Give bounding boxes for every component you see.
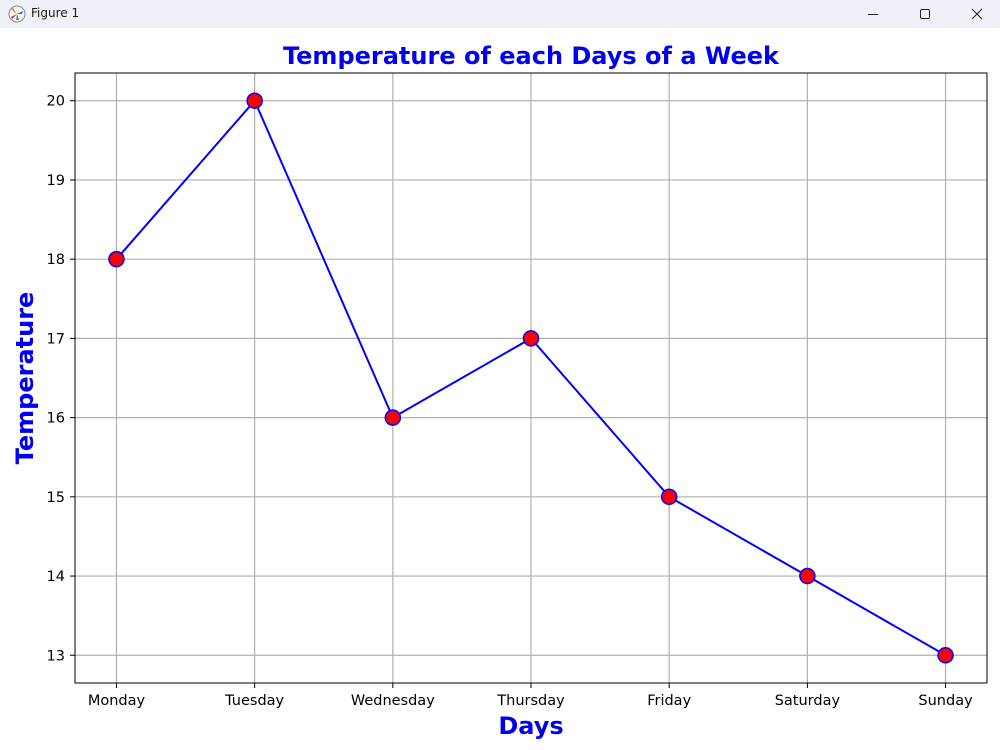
maximize-icon xyxy=(919,5,931,24)
close-icon xyxy=(971,5,983,24)
maximize-button[interactable] xyxy=(902,0,948,28)
data-point xyxy=(522,330,540,347)
close-button[interactable] xyxy=(954,0,1000,28)
x-tick-label: Wednesday xyxy=(351,693,435,709)
x-tick-label: Saturday xyxy=(775,693,841,709)
window-title: Figure 1 xyxy=(31,6,80,20)
y-tick-label: 16 xyxy=(47,411,65,427)
data-point-layer xyxy=(108,92,954,664)
x-axis-ticks: Monday Tuesday Wednesday Thursday Friday Satu… xyxy=(88,683,973,709)
minimize-icon xyxy=(867,5,879,24)
x-tick-label: Thursday xyxy=(496,693,565,709)
x-axis-label: Days xyxy=(498,712,563,740)
grid-lines xyxy=(75,73,987,683)
y-tick-label: 19 xyxy=(47,173,65,189)
data-point xyxy=(937,647,954,664)
y-tick-label: 18 xyxy=(47,252,65,268)
y-tick-label: 17 xyxy=(47,331,65,347)
chart-title: Temperature of each Days of a Week xyxy=(283,42,780,70)
data-point xyxy=(108,250,125,268)
matplotlib-logo-icon xyxy=(8,5,26,23)
y-tick-label: 15 xyxy=(47,490,65,506)
title-bar[interactable]: Figure 1 xyxy=(0,0,1000,28)
data-point xyxy=(799,567,816,585)
data-point xyxy=(246,92,263,109)
y-axis-label: Temperature xyxy=(11,292,39,465)
y-tick-label: 20 xyxy=(47,94,65,110)
y-tick-label: 13 xyxy=(47,648,65,664)
chart-canvas: Monday Tuesday Wednesday Thursday Friday Satu… xyxy=(11,42,988,740)
data-point xyxy=(384,409,402,426)
x-tick-label: Sunday xyxy=(918,693,973,709)
y-axis-ticks: 13 14 15 16 17 18 19 20 xyxy=(47,94,75,664)
y-tick-label: 14 xyxy=(47,569,65,585)
minimize-button[interactable] xyxy=(850,0,896,28)
data-point xyxy=(660,488,678,506)
x-tick-label: Tuesday xyxy=(224,693,284,709)
x-tick-label: Friday xyxy=(647,693,691,709)
x-tick-label: Monday xyxy=(88,693,146,709)
